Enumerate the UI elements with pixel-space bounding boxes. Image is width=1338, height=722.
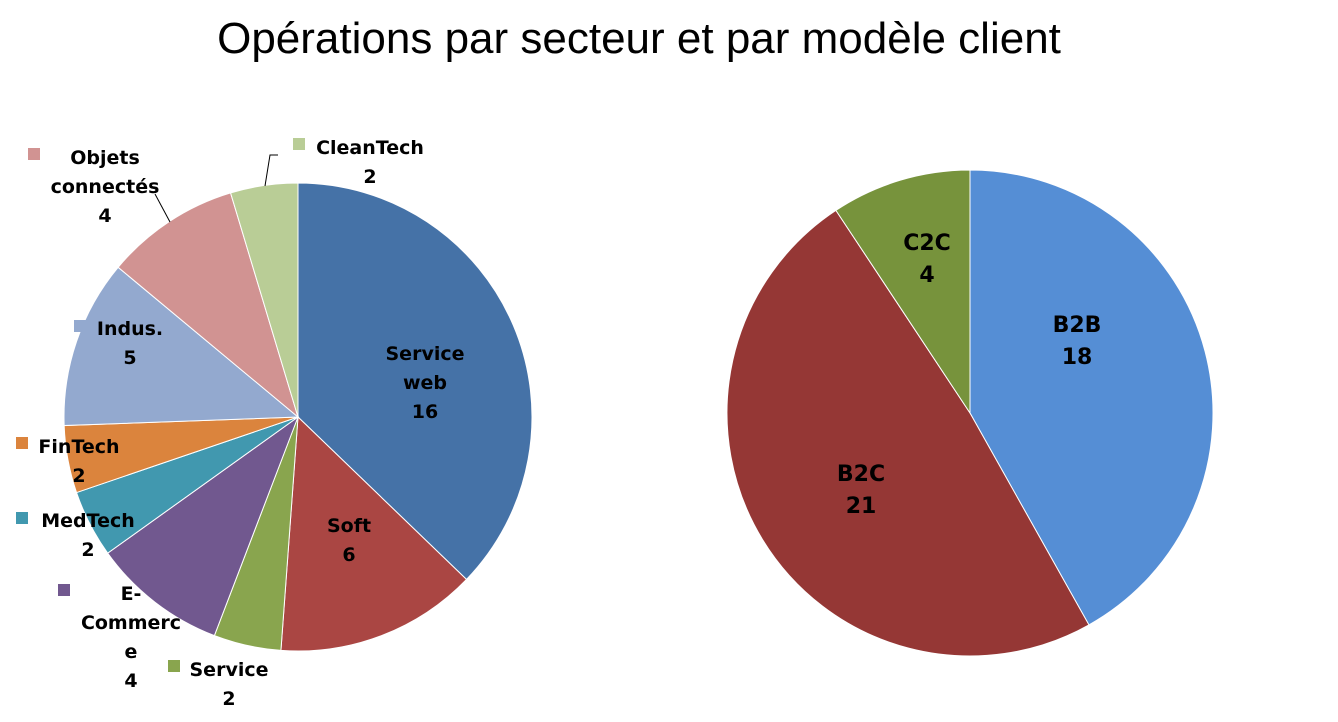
page-title: Opérations par secteur et par modèle cli… — [217, 14, 1061, 63]
data-label-objets-connectes: Objets connectés 4 — [51, 147, 160, 227]
pie-slice-soft — [280, 415, 468, 652]
data-label-indus: Indus. 5 — [97, 318, 163, 369]
pie-slice-c2c — [835, 169, 971, 415]
sector-pie-chart: Service web 16 Soft 6 Service 2E-Commerc e 4 MedT… — [16, 137, 533, 710]
data-label-cleantech: CleanTech 2 — [316, 137, 424, 188]
data-label-soft: Soft 6 — [327, 515, 371, 566]
pie-slice-e-commerce — [106, 415, 300, 637]
data-label-medtech: MedTech 2 — [41, 510, 135, 561]
data-label-b2c: B2C 21 — [837, 462, 885, 519]
leader-line-objets-connectes — [154, 193, 171, 223]
pie-slice-cleantech — [229, 182, 299, 418]
data-label-b2b: B2B 18 — [1053, 313, 1102, 370]
pie-slice-objets-connectes — [117, 192, 299, 419]
data-label-fintech: FinTech 2 — [38, 436, 119, 487]
legend-marker-medtech — [16, 512, 28, 524]
data-label-service: Service 2 — [190, 659, 269, 710]
data-label-e-commerce: E-Commerc e 4 — [81, 583, 181, 692]
legend-marker-service — [168, 660, 180, 672]
pie-slice-indus — [63, 266, 300, 427]
data-label-c2c: C2C 4 — [903, 231, 951, 288]
pie-slice-b2c — [726, 209, 1090, 657]
legend-marker-e-commerce — [58, 584, 70, 596]
legend-marker-cleantech — [293, 138, 305, 150]
leader-line-cleantech — [264, 154, 278, 187]
pie-slice-service-web — [297, 182, 533, 581]
client-model-pie-chart: B2B 18 B2C 21 C2C 4 — [726, 169, 1214, 657]
data-label-service-web: Service web 16 — [386, 343, 465, 423]
legend-marker-fintech — [16, 437, 28, 449]
pie-slice-b2b — [969, 169, 1214, 626]
legend-marker-objets-connectes — [28, 148, 40, 160]
legend-marker-indus — [74, 320, 86, 332]
